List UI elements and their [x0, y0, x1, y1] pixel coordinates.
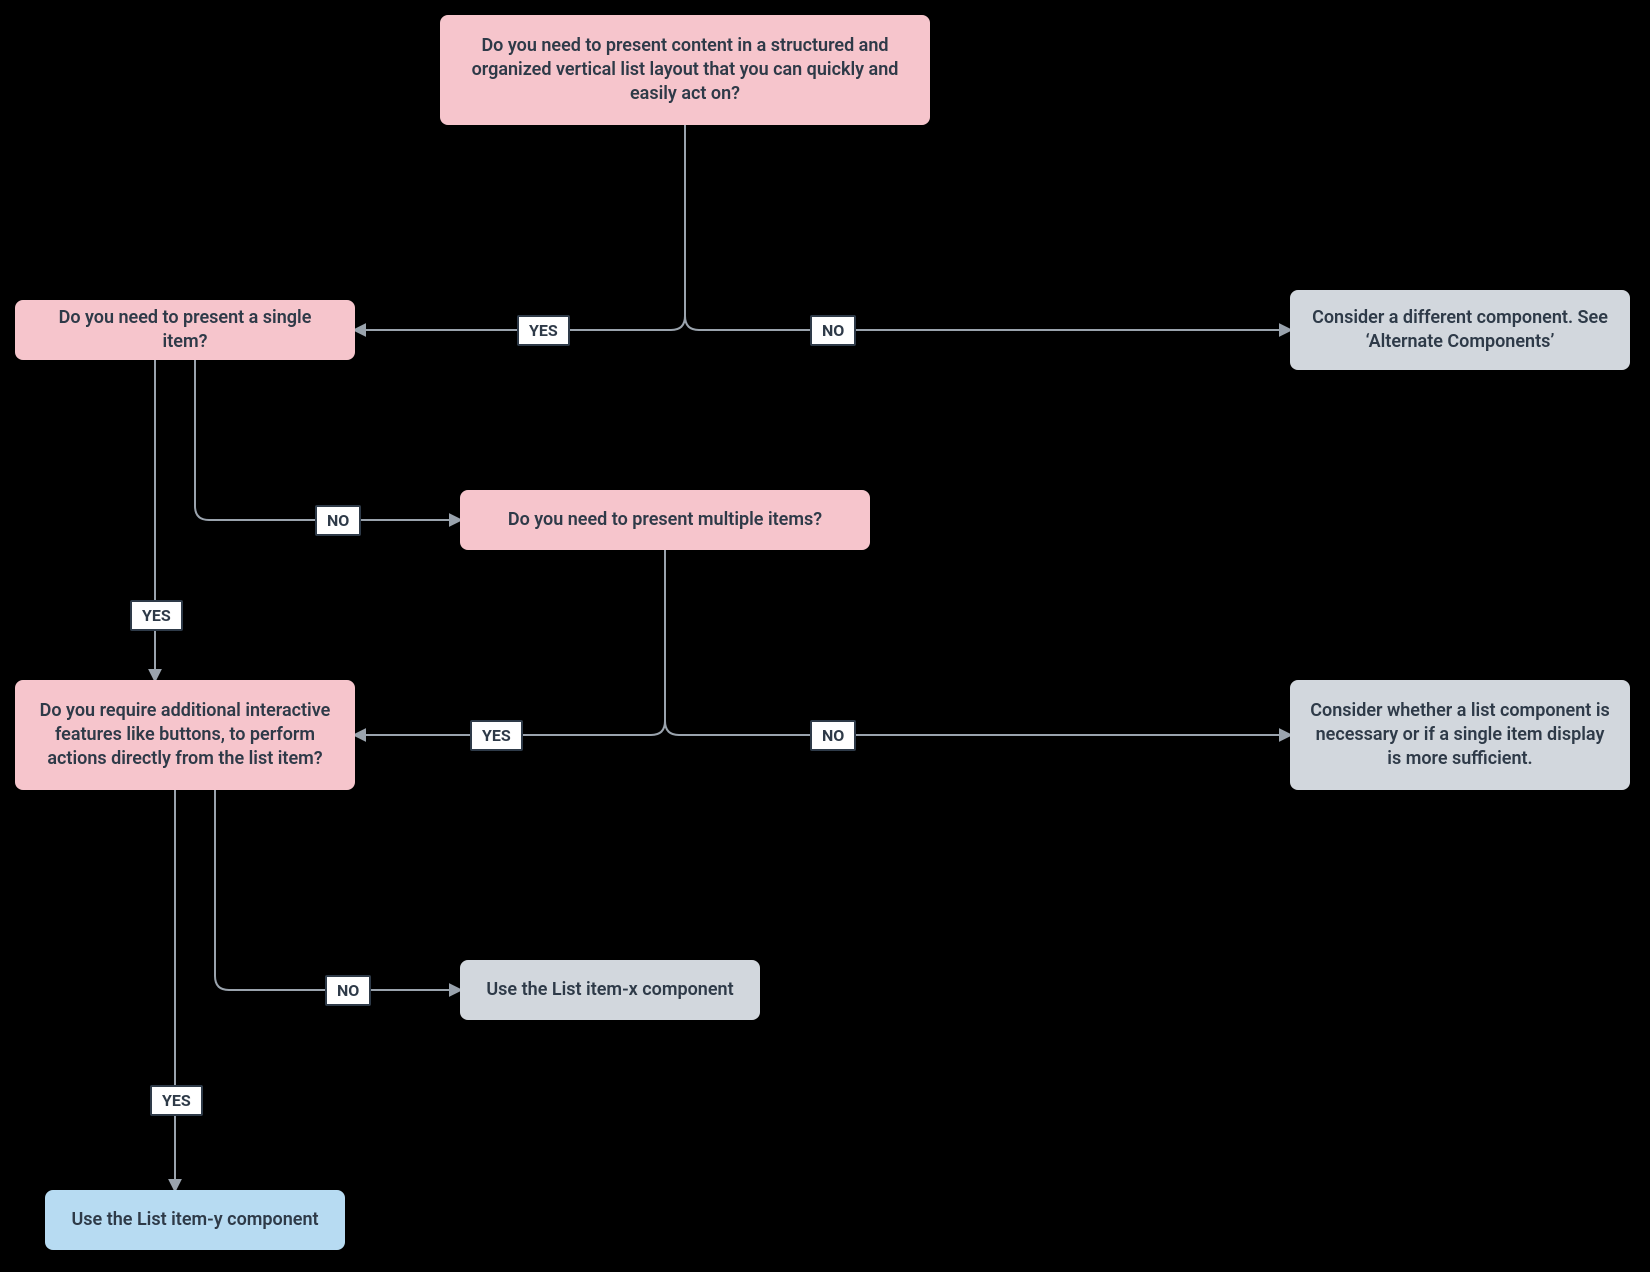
- flowchart-node-q_interact: Do you require additional interactive fe…: [15, 680, 355, 790]
- flowchart-node-alt_single: Consider whether a list component is nec…: [1290, 680, 1630, 790]
- flowchart-edge-e_multi_inter: [355, 550, 665, 735]
- flowchart-edge-e_inter_x: [215, 790, 460, 990]
- flowchart-node-alt_comp: Consider a different component. See ‘Alt…: [1290, 290, 1630, 370]
- flowchart-edges: [0, 0, 1650, 1272]
- flowchart-edge-label-e_root_single: YES: [517, 315, 570, 346]
- flowchart-node-q_root: Do you need to present content in a stru…: [440, 15, 930, 125]
- flowchart-edge-e_multi_alt: [665, 721, 1290, 735]
- flowchart-edge-e_root_single: [355, 125, 685, 330]
- flowchart-edge-label-e_root_alt: NO: [810, 315, 856, 346]
- flowchart-edge-label-e_multi_alt: NO: [810, 720, 856, 751]
- flowchart-node-use_x: Use the List item-x component: [460, 960, 760, 1020]
- flowchart-edge-label-e_single_multi: NO: [315, 505, 361, 536]
- flowchart-node-q_multi: Do you need to present multiple items?: [460, 490, 870, 550]
- flowchart-node-q_single: Do you need to present a single item?: [15, 300, 355, 360]
- flowchart-canvas: { "diagram": { "type": "flowchart", "can…: [0, 0, 1650, 1272]
- flowchart-edge-label-e_multi_inter: YES: [470, 720, 523, 751]
- flowchart-edge-e_single_multi: [195, 360, 460, 520]
- flowchart-edge-label-e_inter_y: YES: [150, 1085, 203, 1116]
- flowchart-node-use_y: Use the List item-y component: [45, 1190, 345, 1250]
- flowchart-edge-label-e_inter_x: NO: [325, 975, 371, 1006]
- flowchart-edge-e_root_alt: [685, 316, 1290, 330]
- flowchart-edge-label-e_single_inter: YES: [130, 600, 183, 631]
